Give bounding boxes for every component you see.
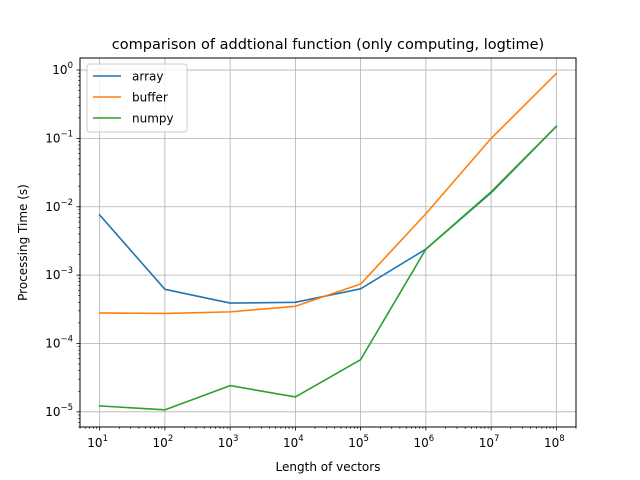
y-tick-label-base: 10 xyxy=(45,336,60,350)
y-axis-label: Processing Time (s) xyxy=(16,184,30,301)
y-tick-label: 10−3 xyxy=(45,266,73,282)
x-tick-label-exponent: 4 xyxy=(298,434,303,444)
x-tick-label-exponent: 1 xyxy=(103,434,108,444)
chart-title: comparison of addtional function (only c… xyxy=(112,37,544,53)
x-tick-label-base: 10 xyxy=(414,436,429,450)
y-tick-label-base: 10 xyxy=(45,200,60,214)
y-tick-label-base: 10 xyxy=(45,268,60,282)
y-tick-label-exponent: −2 xyxy=(60,198,73,208)
x-tick-label-exponent: 7 xyxy=(494,434,499,444)
x-tick-label-exponent: 6 xyxy=(429,434,434,444)
y-tick-label-base: 10 xyxy=(45,405,60,419)
x-tick-label-base: 10 xyxy=(479,436,494,450)
x-tick-label-base: 10 xyxy=(348,436,363,450)
x-tick-label-exponent: 2 xyxy=(168,434,173,444)
y-tick-label: 10−5 xyxy=(45,403,73,419)
axis-ticks: 101 102 103 104 105 106 107 10810−510−410−310−2… xyxy=(45,61,577,450)
x-tick-label-base: 10 xyxy=(153,436,168,450)
legend: array buffer numpy xyxy=(86,63,188,133)
series-line-buffer xyxy=(98,72,558,315)
x-tick-label: 105 xyxy=(348,434,369,450)
x-tick-label-base: 10 xyxy=(218,436,233,450)
x-tick-label-base: 10 xyxy=(544,436,559,450)
y-tick-label-base: 10 xyxy=(52,63,67,77)
x-tick-label-base: 10 xyxy=(87,436,102,450)
legend-label-buffer: buffer xyxy=(132,91,168,105)
y-tick-label: 10−1 xyxy=(45,129,73,145)
x-tick-label-exponent: 8 xyxy=(559,434,564,444)
y-tick-label: 10−2 xyxy=(45,198,73,214)
y-tick-label-exponent: −3 xyxy=(60,266,73,276)
y-tick-label: 100 xyxy=(52,61,73,77)
x-tick-label: 108 xyxy=(544,434,565,450)
x-tick-label: 103 xyxy=(218,434,239,450)
x-tick-label-base: 10 xyxy=(283,436,298,450)
x-axis-label: Length of vectors xyxy=(276,460,381,474)
legend-label-array: array xyxy=(132,70,163,84)
x-tick-label-exponent: 5 xyxy=(364,434,369,444)
grid xyxy=(80,58,576,427)
x-tick-label: 101 xyxy=(87,434,108,450)
series-lines xyxy=(98,72,558,411)
x-tick-label: 106 xyxy=(414,434,435,450)
x-tick-label: 102 xyxy=(153,434,174,450)
legend-box xyxy=(86,63,188,133)
x-tick-label: 104 xyxy=(283,434,304,450)
x-tick-label-exponent: 3 xyxy=(233,434,238,444)
y-tick-label-exponent: −4 xyxy=(60,334,73,344)
y-tick-label: 10−4 xyxy=(45,334,73,350)
y-tick-label-base: 10 xyxy=(45,131,60,145)
y-tick-label-exponent: 0 xyxy=(68,61,73,71)
y-tick-label-exponent: −1 xyxy=(60,129,73,139)
x-tick-label: 107 xyxy=(479,434,500,450)
series-line-numpy xyxy=(98,125,558,411)
legend-label-numpy: numpy xyxy=(132,112,174,126)
y-tick-label-exponent: −5 xyxy=(60,403,73,413)
